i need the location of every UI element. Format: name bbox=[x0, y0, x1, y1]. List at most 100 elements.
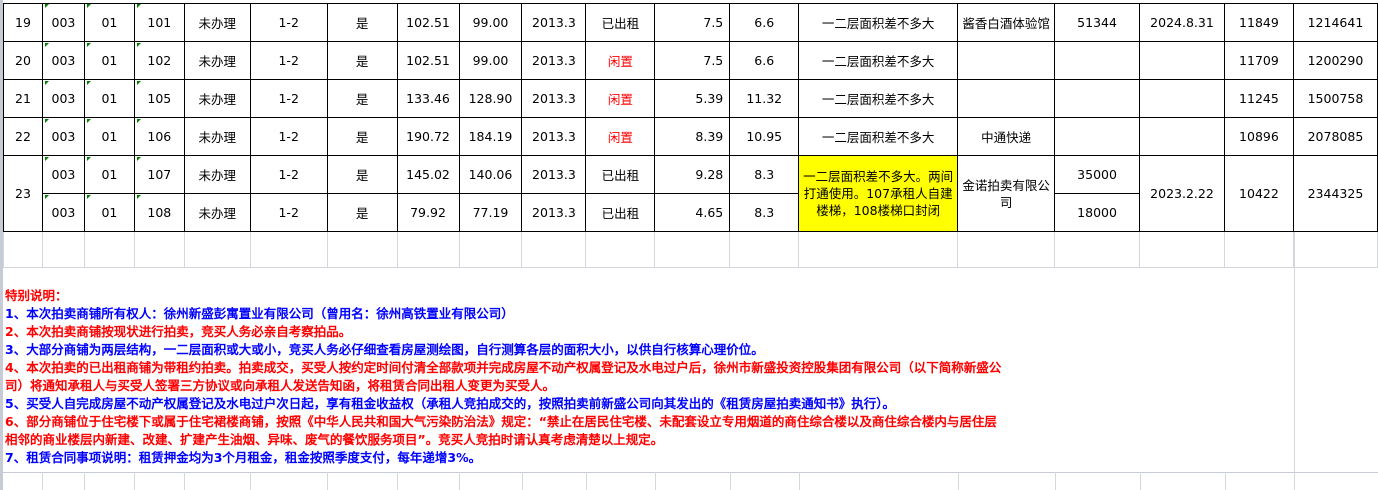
table-cell[interactable]: 01 bbox=[83, 79, 135, 118]
unit-price-cell[interactable]: 11245 bbox=[1223, 79, 1294, 118]
table-cell[interactable]: 01 bbox=[83, 117, 135, 156]
table-cell[interactable]: 01 bbox=[83, 3, 135, 42]
table-cell[interactable]: 未办理 bbox=[183, 79, 251, 118]
lease-end-cell[interactable] bbox=[1139, 79, 1225, 118]
lease-end-cell[interactable]: 2024.8.31 bbox=[1139, 3, 1225, 42]
row-number-cell[interactable]: 22 bbox=[3, 117, 43, 156]
status-cell[interactable]: 闲置 bbox=[585, 117, 656, 156]
total-price-cell[interactable]: 2344325 bbox=[1292, 155, 1378, 232]
status-cell[interactable]: 已出租 bbox=[585, 155, 656, 194]
rent-cell[interactable]: 51344 bbox=[1054, 3, 1141, 42]
total-price-cell[interactable]: 1500758 bbox=[1292, 79, 1378, 118]
table-cell[interactable]: 003 bbox=[41, 117, 85, 156]
table-cell[interactable]: 是 bbox=[326, 117, 398, 156]
table-cell[interactable]: 99.00 bbox=[458, 41, 523, 80]
table-cell[interactable]: 79.92 bbox=[396, 193, 460, 232]
table-cell[interactable]: 是 bbox=[326, 79, 398, 118]
empty-cell[interactable] bbox=[183, 231, 251, 268]
table-cell[interactable]: 108 bbox=[133, 193, 185, 232]
table-cell[interactable]: 01 bbox=[83, 41, 135, 80]
tenant-cell[interactable]: 中通快递 bbox=[957, 117, 1056, 156]
tenant-cell[interactable] bbox=[957, 79, 1056, 118]
table-cell[interactable]: 1-2 bbox=[249, 41, 328, 80]
table-cell[interactable]: 4.65 bbox=[654, 193, 731, 232]
table-cell[interactable]: 6.6 bbox=[729, 41, 800, 80]
table-cell[interactable]: 2013.3 bbox=[521, 3, 587, 42]
empty-cell[interactable] bbox=[521, 231, 587, 268]
table-cell[interactable]: 5.39 bbox=[654, 79, 731, 118]
table-cell[interactable]: 01 bbox=[83, 193, 135, 232]
row-number-cell[interactable]: 23 bbox=[3, 155, 43, 232]
rent-cell[interactable]: 18000 bbox=[1054, 193, 1141, 232]
table-cell[interactable]: 是 bbox=[326, 3, 398, 42]
table-cell[interactable]: 9.28 bbox=[654, 155, 731, 194]
table-cell[interactable]: 2013.3 bbox=[521, 79, 587, 118]
empty-cell[interactable] bbox=[133, 231, 185, 268]
table-cell[interactable]: 8.3 bbox=[729, 155, 800, 194]
empty-cell[interactable] bbox=[1054, 231, 1141, 268]
empty-cell[interactable] bbox=[1292, 231, 1378, 268]
tenant-cell[interactable]: 金诺拍卖有限公司 bbox=[957, 155, 1056, 232]
rent-cell[interactable] bbox=[1054, 117, 1141, 156]
total-price-cell[interactable]: 2078085 bbox=[1292, 117, 1378, 156]
empty-cell[interactable] bbox=[41, 231, 85, 268]
table-cell[interactable]: 8.39 bbox=[654, 117, 731, 156]
table-cell[interactable]: 190.72 bbox=[396, 117, 460, 156]
table-cell[interactable]: 未办理 bbox=[183, 41, 251, 80]
table-cell[interactable]: 未办理 bbox=[183, 3, 251, 42]
table-cell[interactable]: 77.19 bbox=[458, 193, 523, 232]
table-cell[interactable]: 1-2 bbox=[249, 79, 328, 118]
rent-cell[interactable] bbox=[1054, 79, 1141, 118]
table-cell[interactable]: 101 bbox=[133, 3, 185, 42]
table-cell[interactable]: 10.95 bbox=[729, 117, 800, 156]
table-cell[interactable]: 106 bbox=[133, 117, 185, 156]
tenant-cell[interactable]: 酱香白酒体验馆 bbox=[957, 3, 1056, 42]
unit-price-cell[interactable]: 10422 bbox=[1223, 155, 1294, 232]
empty-cell[interactable] bbox=[1223, 231, 1294, 268]
table-cell[interactable]: 128.90 bbox=[458, 79, 523, 118]
table-cell[interactable]: 7.5 bbox=[654, 3, 731, 42]
lease-end-cell[interactable] bbox=[1139, 41, 1225, 80]
empty-cell[interactable] bbox=[957, 231, 1056, 268]
table-cell[interactable]: 133.46 bbox=[396, 79, 460, 118]
empty-cell[interactable] bbox=[585, 231, 656, 268]
row-number-cell[interactable]: 20 bbox=[3, 41, 43, 80]
table-cell[interactable]: 2013.3 bbox=[521, 117, 587, 156]
table-cell[interactable]: 8.3 bbox=[729, 193, 800, 232]
table-cell[interactable]: 未办理 bbox=[183, 155, 251, 194]
note-cell[interactable]: 一二层面积差不多大 bbox=[798, 117, 959, 156]
table-cell[interactable]: 是 bbox=[326, 41, 398, 80]
note-cell[interactable]: 一二层面积差不多大 bbox=[798, 41, 959, 80]
lease-end-cell[interactable]: 2023.2.22 bbox=[1139, 155, 1225, 232]
total-price-cell[interactable]: 1214641 bbox=[1292, 3, 1378, 42]
empty-cell[interactable] bbox=[458, 231, 523, 268]
empty-cell[interactable] bbox=[1139, 231, 1225, 268]
table-cell[interactable]: 003 bbox=[41, 79, 85, 118]
total-price-cell[interactable]: 1200290 bbox=[1292, 41, 1378, 80]
empty-cell[interactable] bbox=[3, 231, 43, 268]
table-cell[interactable]: 184.19 bbox=[458, 117, 523, 156]
table-cell[interactable]: 145.02 bbox=[396, 155, 460, 194]
empty-cell[interactable] bbox=[654, 231, 731, 268]
table-cell[interactable]: 003 bbox=[41, 3, 85, 42]
empty-cell[interactable] bbox=[798, 231, 959, 268]
table-cell[interactable]: 7.5 bbox=[654, 41, 731, 80]
table-cell[interactable]: 003 bbox=[41, 193, 85, 232]
table-cell[interactable]: 102.51 bbox=[396, 41, 460, 80]
table-cell[interactable]: 是 bbox=[326, 155, 398, 194]
table-cell[interactable]: 105 bbox=[133, 79, 185, 118]
empty-cell[interactable] bbox=[326, 231, 398, 268]
unit-price-cell[interactable]: 11709 bbox=[1223, 41, 1294, 80]
table-cell[interactable]: 2013.3 bbox=[521, 193, 587, 232]
tenant-cell[interactable] bbox=[957, 41, 1056, 80]
table-cell[interactable]: 未办理 bbox=[183, 193, 251, 232]
row-number-cell[interactable]: 19 bbox=[3, 3, 43, 42]
table-cell[interactable]: 1-2 bbox=[249, 155, 328, 194]
table-cell[interactable]: 11.32 bbox=[729, 79, 800, 118]
table-cell[interactable]: 6.6 bbox=[729, 3, 800, 42]
unit-price-cell[interactable]: 11849 bbox=[1223, 3, 1294, 42]
table-cell[interactable]: 1-2 bbox=[249, 3, 328, 42]
table-cell[interactable]: 1-2 bbox=[249, 193, 328, 232]
table-cell[interactable]: 未办理 bbox=[183, 117, 251, 156]
table-cell[interactable]: 140.06 bbox=[458, 155, 523, 194]
